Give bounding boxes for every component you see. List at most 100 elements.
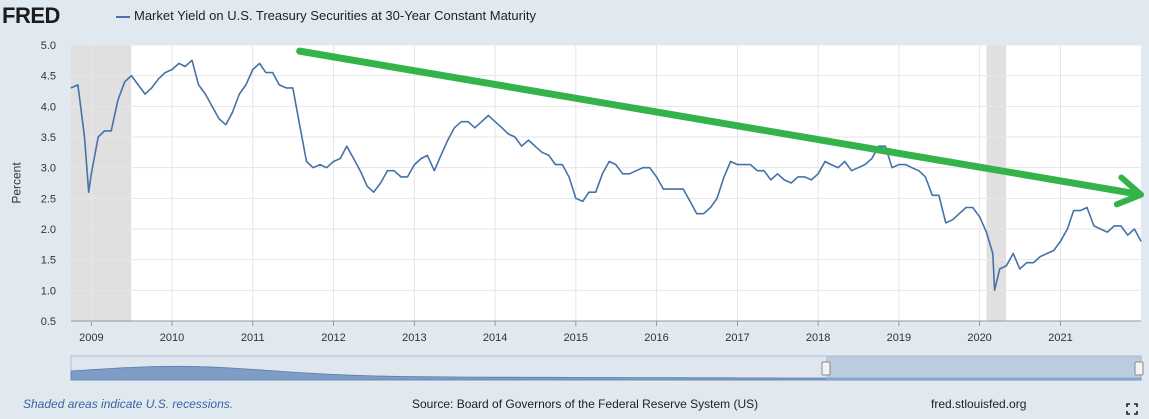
data-point	[501, 127, 503, 129]
data-point	[898, 164, 900, 166]
data-point	[171, 69, 173, 71]
data-point	[575, 197, 577, 199]
data-point	[1127, 234, 1129, 236]
data-point	[231, 111, 233, 113]
data-point	[662, 188, 664, 190]
data-point	[1066, 228, 1068, 230]
data-point	[783, 179, 785, 181]
data-point	[259, 62, 261, 64]
data-point	[730, 161, 732, 163]
data-point	[103, 130, 105, 132]
navigator-selection	[826, 356, 1141, 380]
data-point	[945, 222, 947, 224]
data-point	[817, 173, 819, 175]
fullscreen-icon[interactable]	[1126, 403, 1138, 415]
data-point	[582, 200, 584, 202]
data-point	[985, 231, 987, 233]
data-point	[507, 133, 509, 135]
data-point	[629, 173, 631, 175]
data-point	[601, 173, 603, 175]
data-point	[770, 179, 772, 181]
y-tick-label: 3.0	[41, 163, 56, 175]
data-point	[810, 179, 812, 181]
data-point	[851, 170, 853, 172]
navigator-handle[interactable]	[821, 361, 831, 376]
data-point	[211, 105, 213, 107]
data-point	[918, 170, 920, 172]
data-point	[952, 219, 954, 221]
data-point	[534, 145, 536, 147]
data-point	[642, 167, 644, 169]
x-tick-label: 2019	[887, 332, 911, 344]
data-point	[548, 154, 550, 156]
y-tick-label: 5.0	[41, 40, 56, 52]
data-point	[178, 62, 180, 64]
data-point	[709, 207, 711, 209]
x-tick-label: 2021	[1048, 332, 1072, 344]
data-point	[494, 121, 496, 123]
y-tick-label: 2.0	[41, 224, 56, 236]
data-point	[541, 151, 543, 153]
data-point	[864, 164, 866, 166]
data-point	[164, 72, 166, 74]
data-point	[763, 170, 765, 172]
data-point	[319, 164, 321, 166]
data-point	[1046, 253, 1048, 255]
data-point	[1093, 225, 1095, 227]
data-point	[346, 145, 348, 147]
data-point	[487, 115, 489, 117]
data-point	[656, 176, 658, 178]
x-tick-label: 2018	[806, 332, 830, 344]
site-link[interactable]: fred.stlouisfed.org	[931, 397, 1027, 411]
data-point	[1100, 228, 1102, 230]
data-point	[292, 87, 294, 89]
legend-swatch	[116, 16, 130, 18]
x-tick-label: 2012	[321, 332, 345, 344]
data-point	[857, 167, 859, 169]
fred-logo[interactable]: FRED	[2, 3, 60, 28]
data-point	[1053, 249, 1055, 251]
data-point	[669, 188, 671, 190]
data-point	[1073, 210, 1075, 212]
x-tick-label: 2015	[564, 332, 588, 344]
data-point	[447, 139, 449, 141]
data-point	[1113, 225, 1115, 227]
x-tick-label: 2010	[160, 332, 184, 344]
data-point	[776, 173, 778, 175]
y-tick-label: 4.5	[41, 71, 56, 83]
recession-band	[71, 45, 132, 321]
data-point	[622, 173, 624, 175]
x-tick-label: 2009	[79, 332, 103, 344]
data-point	[958, 213, 960, 215]
x-tick-label: 2014	[483, 332, 507, 344]
data-point	[905, 164, 907, 166]
data-point	[339, 157, 341, 159]
data-point	[1120, 225, 1122, 227]
data-point	[137, 84, 139, 86]
recession-band	[986, 45, 1007, 321]
data-point	[238, 93, 240, 95]
data-point	[299, 124, 301, 126]
data-point	[938, 194, 940, 196]
data-point	[420, 157, 422, 159]
data-point	[124, 81, 126, 83]
data-point	[453, 127, 455, 129]
data-point	[965, 207, 967, 209]
data-point	[696, 213, 698, 215]
data-point	[615, 164, 617, 166]
data-point	[931, 194, 933, 196]
data-point	[824, 161, 826, 163]
data-point	[804, 176, 806, 178]
data-point	[682, 188, 684, 190]
y-tick-label: 1.0	[41, 285, 56, 297]
y-tick-label: 4.0	[41, 101, 56, 113]
data-point	[891, 167, 893, 169]
data-point	[278, 84, 280, 86]
x-tick-label: 2016	[644, 332, 668, 344]
navigator-handle[interactable]	[1134, 361, 1144, 376]
data-point	[77, 84, 79, 86]
data-point	[1079, 210, 1081, 212]
data-point	[1033, 262, 1035, 264]
data-point	[723, 176, 725, 178]
data-point	[1086, 207, 1088, 209]
